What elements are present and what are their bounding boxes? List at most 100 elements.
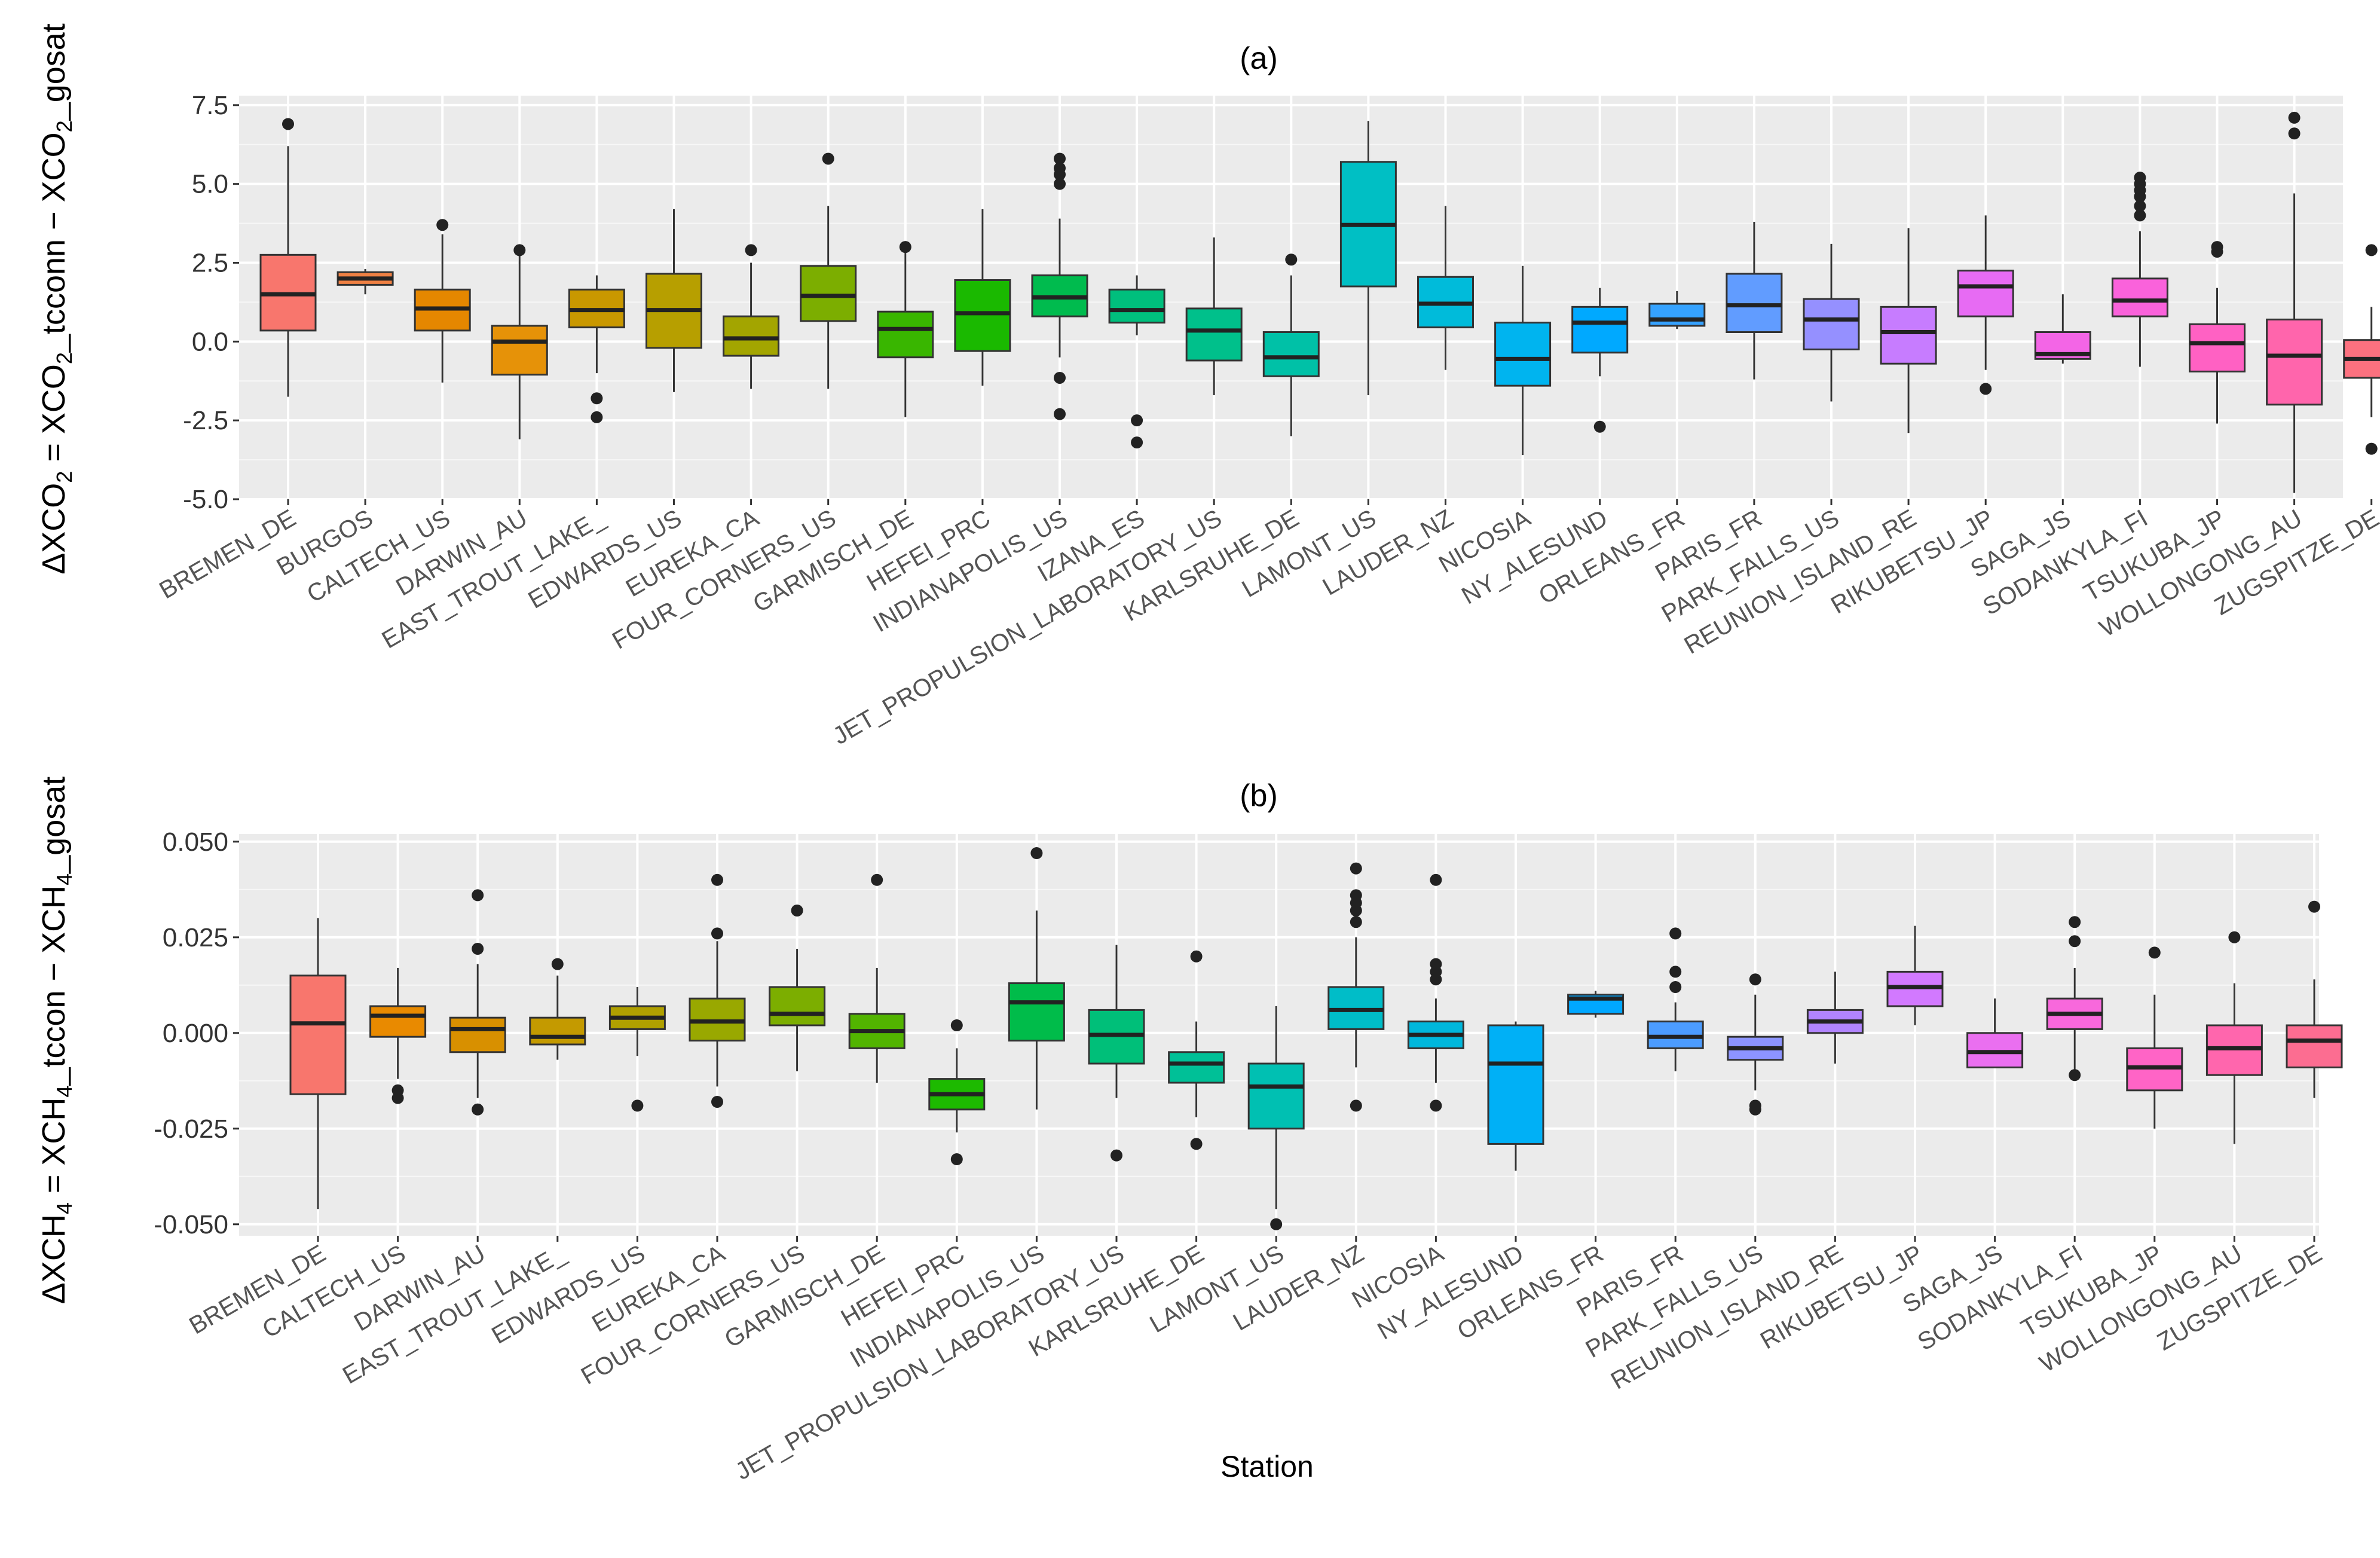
panel-a-x-ticks: BREMEN_DEBURGOSCALTECH_USDARWIN_AUEAST_T… — [155, 499, 2380, 750]
box-tsukuba-jp — [2189, 241, 2246, 424]
outlier-point — [591, 392, 603, 405]
iqr-box — [491, 325, 548, 376]
y-label-text: _gosat — [36, 23, 72, 121]
panel-a-gridlines — [239, 96, 2373, 500]
box-four-corners-us — [769, 905, 826, 1071]
box-reunion-island-re — [1806, 972, 1864, 1064]
box-saga-js — [1966, 998, 2024, 1068]
outlier-point — [1190, 1138, 1203, 1150]
box-east-trout-lake — [568, 275, 625, 423]
iqr-box — [1880, 306, 1937, 365]
iqr-box — [723, 315, 780, 357]
box-paris-fr — [1647, 927, 1704, 1071]
box-lamont-us — [1339, 121, 1397, 395]
panel-a-y-ticks: -5.0 -2.5 0.0 2.5 5.0 7.5 — [183, 91, 239, 514]
box-orleans-fr — [1648, 291, 1706, 329]
box-burgos — [336, 269, 394, 295]
panel-b: -0.050 -0.025 0.000 0.025 0.050 BREMEN_DECAL… — [36, 777, 2343, 1485]
box-four-corners-us — [800, 152, 857, 389]
iqr-box — [2266, 318, 2323, 406]
iqr-box — [1185, 307, 1243, 362]
outlier-point — [1054, 408, 1066, 420]
outlier-point — [1054, 371, 1066, 384]
outlier-point — [791, 905, 803, 917]
y-label-text: _tccon − XCH — [36, 885, 72, 1086]
outlier-point — [1669, 981, 1682, 993]
outlier-point — [871, 873, 883, 886]
outlier-point — [2069, 1069, 2081, 1082]
box-eureka-ca — [689, 873, 746, 1108]
box-east-trout-lake — [529, 958, 586, 1060]
outlier-point — [1430, 1099, 1442, 1112]
box-nicosia — [1407, 873, 1464, 1112]
box-saga-js — [2034, 294, 2091, 364]
box-paris-fr — [1726, 221, 1783, 380]
iqr-box — [1247, 1062, 1305, 1130]
outlier-point — [2069, 935, 2081, 948]
outlier-point — [472, 889, 484, 902]
outlier-point — [2288, 127, 2301, 140]
box-karlsruhe-de — [1168, 950, 1225, 1150]
y-label-text: ΔXCH — [36, 1214, 72, 1304]
iqr-box — [449, 1016, 506, 1053]
box-garmisch-de — [848, 873, 905, 1083]
box-karlsruhe-de — [1262, 253, 1320, 436]
outlier-point — [1285, 253, 1298, 266]
box-hefei-prc — [954, 209, 1011, 386]
outlier-point — [2288, 111, 2301, 124]
box-hefei-prc — [928, 1019, 986, 1165]
outlier-point — [1131, 436, 1143, 449]
outlier-point — [2134, 209, 2146, 222]
outlier-point — [2365, 244, 2378, 256]
outlier-point — [513, 244, 526, 256]
iqr-box — [1726, 273, 1783, 334]
panel-a-boxes — [259, 111, 2380, 493]
outlier-point — [2134, 172, 2146, 184]
iqr-box — [2189, 323, 2246, 372]
box-eureka-ca — [723, 244, 780, 389]
box-jet-propulsion-laboratory-us — [1185, 237, 1243, 395]
outlier-point — [591, 411, 603, 423]
y-label-text: _tcconn − XCO — [36, 132, 72, 353]
outlier-point — [1350, 862, 1362, 875]
outlier-point — [2365, 442, 2378, 455]
y-label-subscript: 4 — [52, 873, 77, 885]
box-zugspitze-de — [2343, 244, 2380, 455]
iqr-box — [800, 265, 857, 322]
y-label-subscript: 4 — [52, 1202, 77, 1214]
outlier-point — [711, 873, 723, 886]
panel-a: -5.0 -2.5 0.0 2.5 5.0 7.5 BREMEN_DEBURGOSCALT… — [36, 23, 2380, 750]
y-label-text: _gosat — [36, 777, 72, 874]
box-caltech-us — [414, 219, 471, 383]
y-label-subscript: 2 — [52, 471, 77, 483]
box-lamont-us — [1247, 1006, 1305, 1230]
box-bremen-de — [289, 918, 347, 1209]
outlier-point — [1669, 927, 1682, 940]
panel-b-title: (b) — [1240, 778, 1278, 813]
iqr-box — [1803, 298, 1860, 351]
iqr-box — [954, 279, 1011, 352]
outlier-point — [1669, 966, 1682, 978]
iqr-box — [877, 310, 934, 359]
panel-b-y-axis-label: ΔXCH4 = XCH4_tccon − XCH4_gosat — [36, 777, 77, 1305]
iqr-box — [2286, 1024, 2343, 1068]
box-darwin-au — [491, 244, 548, 439]
panel-b-x-ticks: BREMEN_DECALTECH_USDARWIN_AUEAST_TROUT_L… — [185, 1236, 2327, 1485]
outlier-point — [711, 1096, 723, 1108]
outlier-point — [1980, 383, 1992, 395]
box-garmisch-de — [877, 241, 934, 417]
box-tsukuba-jp — [2126, 946, 2183, 1129]
outlier-point — [551, 958, 564, 970]
outlier-point — [2148, 946, 2161, 959]
outlier-point — [1350, 889, 1362, 902]
x-tick-label: BREMEN_DE — [185, 1239, 331, 1339]
outlier-point — [1430, 958, 1442, 970]
box-reunion-island-re — [1880, 228, 1937, 433]
iqr-box — [1571, 306, 1629, 354]
box-sodankyla-fi — [2046, 916, 2103, 1082]
outlier-point — [899, 241, 911, 253]
box-lauder-nz — [1327, 862, 1385, 1112]
y-tick-label: -0.025 — [154, 1114, 228, 1144]
panel-b-boxes — [289, 847, 2343, 1230]
